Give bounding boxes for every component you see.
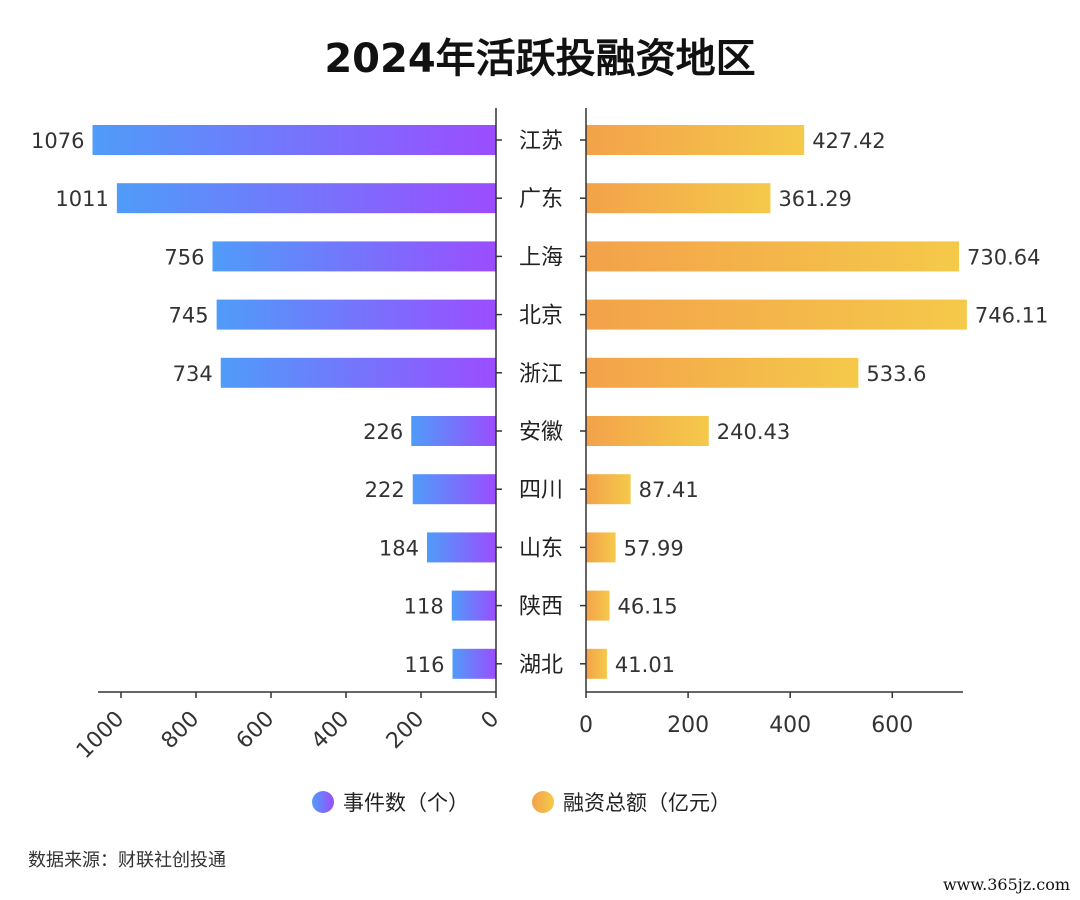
bar-left xyxy=(412,474,496,505)
value-label-left: 226 xyxy=(363,420,403,444)
legend-marker-right xyxy=(532,791,554,813)
bar-left xyxy=(452,648,496,679)
legend: 事件数（个） 融资总额（亿元） xyxy=(312,791,731,815)
bar-left xyxy=(451,590,496,621)
legend-label-left: 事件数（个） xyxy=(343,791,469,815)
value-label-left: 756 xyxy=(164,245,204,269)
category-label: 四川 xyxy=(519,478,563,503)
bar-left xyxy=(116,183,496,214)
value-label-right: 730.64 xyxy=(967,245,1040,269)
value-label-right: 240.43 xyxy=(717,420,790,444)
left-axis-tick-label: 800 xyxy=(157,707,204,754)
left-axis-tick-label: 0 xyxy=(477,707,505,735)
value-label-right: 57.99 xyxy=(624,536,684,560)
left-bars-group: 1076 1011 756 745 734 226 222 184 118 116 xyxy=(31,125,496,679)
value-label-right: 41.01 xyxy=(615,653,675,677)
right-axis-tick-label: 400 xyxy=(769,713,811,738)
category-label: 广东 xyxy=(519,187,563,212)
value-label-right: 87.41 xyxy=(639,478,699,502)
value-label-left: 745 xyxy=(169,304,209,328)
bar-right xyxy=(586,474,631,505)
value-label-right: 427.42 xyxy=(812,129,885,153)
bar-left xyxy=(212,241,496,272)
bar-left xyxy=(220,357,496,388)
legend-marker-left xyxy=(312,791,334,813)
bar-right xyxy=(586,416,709,446)
bar-left xyxy=(216,299,496,330)
category-label: 陕西 xyxy=(519,595,563,620)
bar-right xyxy=(586,125,805,155)
value-label-right: 361.29 xyxy=(778,187,851,211)
legend-label-right: 融资总额（亿元） xyxy=(563,791,731,815)
bar-left xyxy=(411,416,496,446)
value-label-left: 184 xyxy=(379,536,419,560)
bar-right xyxy=(586,357,859,388)
value-label-left: 118 xyxy=(404,595,444,619)
value-label-right: 46.15 xyxy=(618,595,678,619)
value-label-left: 734 xyxy=(173,362,213,386)
bar-right xyxy=(586,241,959,272)
category-label: 北京 xyxy=(519,304,563,329)
value-label-right: 533.6 xyxy=(866,362,926,386)
category-label: 江苏 xyxy=(519,129,563,154)
bar-right xyxy=(586,532,616,563)
bar-right xyxy=(586,183,771,214)
value-label-left: 1011 xyxy=(55,187,108,211)
watermark: www.365jz.com xyxy=(943,875,1070,894)
left-axis-tick-label: 1000 xyxy=(72,707,129,764)
category-label: 湖北 xyxy=(519,653,563,678)
value-label-right: 746.11 xyxy=(975,304,1048,328)
category-label: 山东 xyxy=(519,536,563,561)
bar-left xyxy=(92,125,496,155)
value-label-left: 222 xyxy=(365,478,405,502)
right-bars-group: 427.42 361.29 730.64 746.11 533.6 240.43 87.41… xyxy=(586,125,1048,679)
value-label-left: 1076 xyxy=(31,129,84,153)
bar-right xyxy=(586,590,610,621)
bar-right xyxy=(586,299,967,330)
source-note: 数据来源：财联社创投通 xyxy=(28,850,226,871)
bar-right xyxy=(586,648,607,679)
right-axis-tick-label: 200 xyxy=(667,713,709,738)
chart-title: 2024年活跃投融资地区 xyxy=(324,36,755,82)
bar-left xyxy=(427,532,496,563)
left-axis-tick-label: 600 xyxy=(232,707,279,754)
category-label: 上海 xyxy=(519,245,563,270)
category-label: 浙江 xyxy=(519,362,563,387)
right-axis-tick-label: 0 xyxy=(579,713,593,738)
value-label-left: 116 xyxy=(404,653,444,677)
right-axis-tick-label: 600 xyxy=(871,713,913,738)
category-label: 安徽 xyxy=(519,420,563,445)
left-axis-tick-label: 200 xyxy=(382,707,429,754)
left-axis-tick-label: 400 xyxy=(307,707,354,754)
